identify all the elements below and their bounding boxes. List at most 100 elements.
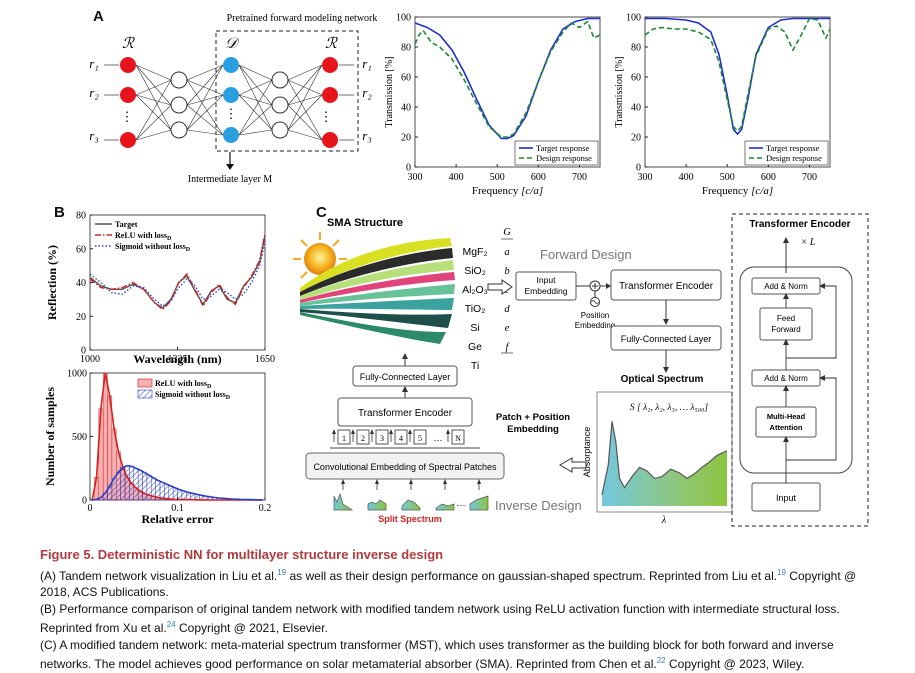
intermediate-layer-label: Intermediate layer M (188, 174, 273, 185)
token-label: N (455, 434, 461, 443)
feed-forward-line2: Forward (771, 325, 800, 334)
thickness-b: b (504, 266, 509, 277)
output-label-r3: r₃ (362, 128, 372, 143)
encoder-detail-title: Transformer Encoder (749, 219, 850, 230)
network-edge (288, 65, 322, 105)
token-label: 5 (418, 434, 422, 443)
histogram-bar (169, 486, 173, 500)
x-axis-label: Frequency [c/a] (702, 185, 773, 197)
encoder-input-label: Input (776, 493, 797, 503)
thickness-g: G (503, 227, 511, 238)
histogram-bar (103, 373, 107, 500)
spectrum-patch (470, 479, 488, 510)
network-node (120, 132, 136, 148)
x-tick-label: 700 (572, 172, 587, 183)
inverse-design-label: Inverse Design (495, 498, 582, 513)
material-ge: Ge (468, 341, 482, 353)
caption-a: (A) Tandem network visualization in Liu … (40, 565, 870, 600)
histogram-bar (125, 466, 129, 500)
network-node (171, 72, 187, 88)
input-embedding-line2: Embedding (524, 286, 567, 296)
network-edge (136, 65, 171, 80)
y-tick-label: 60 (401, 73, 411, 84)
y-tick-label: 20 (631, 133, 641, 144)
ref-link[interactable]: 24 (167, 620, 176, 629)
y-tick-label: 80 (631, 43, 641, 54)
inverse-transformer-encoder-label: Transformer Encoder (358, 408, 453, 419)
y-tick-label: 500 (72, 432, 87, 443)
sma-title: SMA Structure (327, 217, 403, 229)
network-edge (239, 65, 272, 80)
intermediate-arrowhead (226, 164, 234, 170)
layer-r-label: ℛ (122, 36, 135, 52)
network-edge (239, 65, 272, 105)
network-edge (288, 65, 322, 80)
inverse-fc-layer-label: Fully-Connected Layer (360, 372, 451, 382)
feed-forward-box (760, 308, 812, 340)
network-edge (187, 65, 223, 105)
token-arrowhead (389, 429, 393, 434)
y-tick-label: 80 (76, 211, 86, 222)
figure-title: Figure 5. Deterministic NN for multilaye… (40, 547, 870, 563)
token-label: 3 (380, 434, 384, 443)
ref-link[interactable]: 19 (777, 568, 786, 577)
x-tick-label: 0 (88, 503, 93, 514)
y-tick-label: 40 (401, 103, 411, 114)
token-arrowhead (408, 429, 412, 434)
y-tick-label: 60 (631, 73, 641, 84)
material-al2o3: Al₂O₃ (462, 284, 488, 296)
material-mgf2: MgF₂ (462, 246, 487, 258)
material-ti: Ti (471, 360, 479, 372)
caption-c: (C) A modified tandem network: meta-mate… (40, 637, 870, 672)
material-si: Si (470, 322, 479, 334)
legend-label: Target response (536, 143, 590, 153)
input-ellipsis: ⋮ (121, 109, 134, 124)
layer-r2-label: ℛ (325, 36, 338, 52)
layer-d-label: 𝒟 (225, 36, 240, 52)
ref-link[interactable]: 19 (277, 568, 286, 577)
network-edge (288, 80, 322, 95)
network-node (272, 72, 288, 88)
legend-label: Design response (766, 153, 822, 163)
spectrum-formula: S [ λ₁, λ₂, λ₃, … λ₅₀₀] (630, 403, 709, 413)
network-node (223, 57, 239, 73)
input-label-r3: r₃ (89, 128, 99, 143)
histogram-bar (178, 490, 182, 500)
mst-diagram: SMA Structure MgF₂ SiO₂ Al₂O₃ TiO₂ Si Ge… (290, 210, 870, 530)
y-tick-label: 100 (626, 13, 641, 24)
ref-link[interactable]: 22 (657, 656, 666, 665)
forward-design-label: Forward Design (540, 247, 632, 262)
times-l-label: × L (801, 237, 816, 248)
material-tio2: TiO₂ (465, 303, 486, 315)
network-edge (136, 65, 171, 130)
spectrum-patch (334, 479, 352, 510)
y-tick-label: 20 (76, 312, 86, 323)
y-tick-label: 80 (401, 43, 411, 54)
tandem-network-diagram: Pretrained forward modeling network ℛ 𝒟 … (80, 10, 380, 190)
split-spectrum-label: Split Spectrum (378, 514, 442, 524)
network-node (272, 122, 288, 138)
network-node (120, 87, 136, 103)
network-edge (239, 80, 272, 135)
histogram-bar (134, 468, 138, 500)
network-node (171, 122, 187, 138)
network-edge (239, 80, 272, 95)
token-ellipsis: … (434, 433, 443, 443)
y-tick-label: 0 (82, 496, 87, 507)
x-tick-label: 300 (408, 172, 423, 183)
token-label: 2 (361, 434, 365, 443)
x-tick-label: 300 (638, 172, 653, 183)
network-node (322, 57, 338, 73)
lambda-label: λ (661, 515, 667, 526)
optical-spectrum-title: Optical Spectrum (621, 374, 704, 385)
network-edge (136, 65, 171, 105)
input-embedding-line1: Input (537, 275, 557, 285)
position-embedding-line2: Embedding (575, 321, 615, 330)
thickness-e: e (505, 323, 510, 334)
token-label: 4 (399, 434, 403, 443)
forward-transformer-encoder-label: Transformer Encoder (619, 281, 714, 292)
x-axis-label: Frequency [c/a] (472, 185, 543, 197)
